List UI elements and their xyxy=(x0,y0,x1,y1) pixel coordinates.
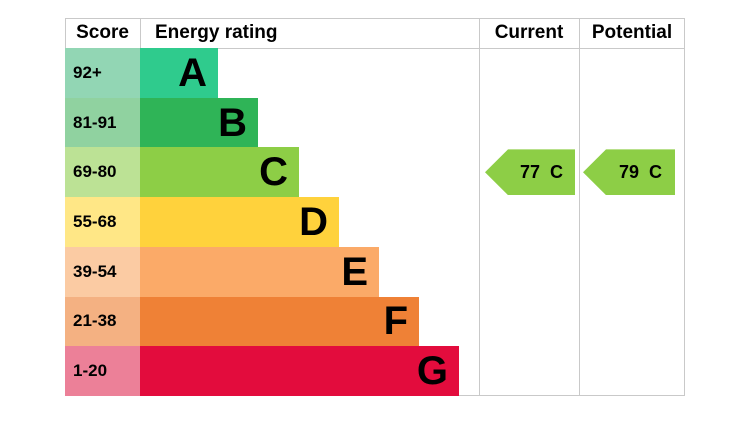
rating-bar: D xyxy=(140,197,339,247)
score-range-cell: 69-80 xyxy=(65,147,140,198)
column-header-energy-rating: Energy rating xyxy=(155,22,278,43)
band-letter: A xyxy=(178,50,207,95)
potential-rating-value: 79 xyxy=(618,161,640,182)
band-letter: F xyxy=(383,299,408,344)
current-rating-value: 77 xyxy=(519,161,541,182)
score-range-cell: 55-68 xyxy=(65,197,140,247)
band-letter: G xyxy=(416,349,448,394)
band-letter: E xyxy=(341,249,368,294)
band-row: 55-68 D xyxy=(65,197,685,247)
table-top-border xyxy=(65,18,685,19)
score-range-label: 1-20 xyxy=(73,361,108,381)
band-row: 69-80 C xyxy=(65,147,685,198)
band-letter: B xyxy=(218,100,247,145)
potential-rating-band: C xyxy=(649,161,663,182)
band-row: 1-20 G xyxy=(65,346,685,397)
rating-bar: B xyxy=(140,97,258,148)
divider-current-potential xyxy=(579,18,580,396)
column-header-score: Score xyxy=(76,22,129,43)
score-range-label: 21-38 xyxy=(73,311,117,331)
rating-table: Score Energy rating Current Potential 92… xyxy=(65,18,685,397)
band-letter: D xyxy=(299,200,328,245)
column-header-current: Current xyxy=(494,22,564,43)
score-range-cell: 39-54 xyxy=(65,246,140,297)
rating-bar: E xyxy=(140,246,379,297)
score-range-label: 81-91 xyxy=(73,112,117,132)
rating-bar: F xyxy=(140,296,419,347)
rating-bar: C xyxy=(140,147,299,198)
current-rating-band: C xyxy=(550,161,564,182)
column-header-potential: Potential xyxy=(591,22,673,43)
band-letter: C xyxy=(259,150,288,195)
band-rows: 92+ A 81-91 B 69-80 C 55-68 D 39-54 xyxy=(65,48,685,397)
score-range-label: 39-54 xyxy=(73,261,117,281)
divider-rating-current xyxy=(479,18,480,396)
score-range-cell: 92+ xyxy=(65,48,140,98)
score-range-label: 92+ xyxy=(73,62,102,82)
band-row: 39-54 E xyxy=(65,246,685,297)
score-range-cell: 1-20 xyxy=(65,346,140,397)
rating-bar: G xyxy=(140,346,459,397)
divider-right-edge xyxy=(684,18,685,396)
band-row: 92+ A xyxy=(65,48,685,98)
score-range-label: 69-80 xyxy=(73,162,117,182)
score-range-cell: 81-91 xyxy=(65,97,140,148)
score-range-label: 55-68 xyxy=(73,212,117,232)
rating-bar: A xyxy=(140,48,218,98)
score-range-cell: 21-38 xyxy=(65,296,140,347)
band-row: 21-38 F xyxy=(65,296,685,347)
band-row: 81-91 B xyxy=(65,97,685,148)
header-bottom-border xyxy=(65,48,685,49)
